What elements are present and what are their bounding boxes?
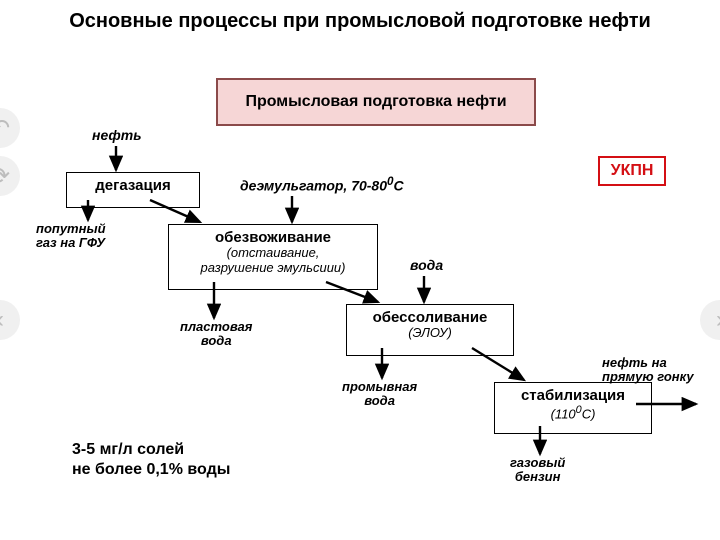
box-dehydration: обезвоживание(отстаивание,разрушение эму… (168, 224, 378, 290)
label-water-in: вода (410, 258, 443, 273)
label-demulsifier: деэмульгатор, 70-800С (240, 176, 404, 194)
watermark-icon: ↶ (0, 108, 20, 148)
label-assoc-gas: попутныйгаз на ГФУ (36, 222, 106, 251)
box-degassing: дегазация (66, 172, 200, 208)
box-desalting: обессоливание(ЭЛОУ) (346, 304, 514, 356)
watermark-icon: ‹ (0, 300, 20, 340)
label-oil-in: нефть (92, 128, 142, 143)
ukpn-tag: УКПН (598, 156, 666, 186)
spec-note: 3-5 мг/л солейне более 0,1% воды (72, 440, 230, 480)
page-title: Основные процессы при промысловой подгот… (0, 10, 720, 33)
label-oil-out: нефть напрямую гонку (602, 356, 694, 385)
label-formation-water: пластоваявода (180, 320, 252, 349)
diagram-stage: Основные процессы при промысловой подгот… (0, 0, 720, 540)
header-box: Промысловая подготовка нефти (216, 78, 536, 126)
label-wash-water: промывнаявода (342, 380, 417, 409)
watermark-icon: ⟳ (0, 156, 20, 196)
watermark-icon: › (700, 300, 720, 340)
label-gas-gasoline: газовыйбензин (510, 456, 565, 485)
box-stabilization: стабилизация(1100С) (494, 382, 652, 434)
